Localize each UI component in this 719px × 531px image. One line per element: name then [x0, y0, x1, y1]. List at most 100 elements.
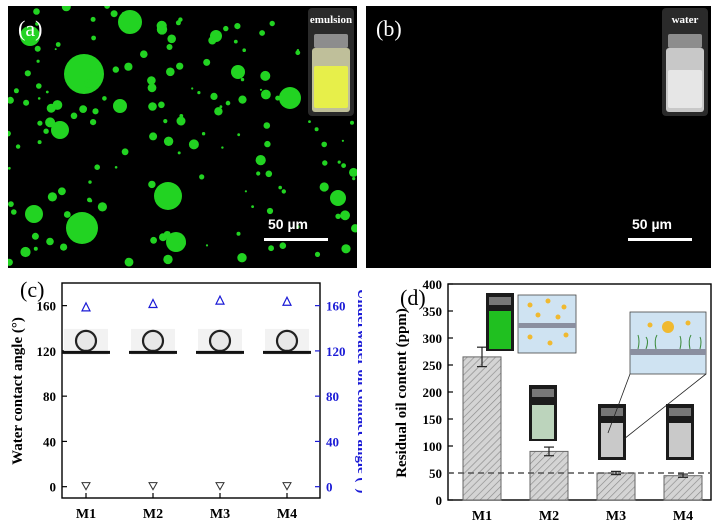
y-tick-label-right: 40: [326, 434, 339, 449]
droplet: [259, 30, 265, 36]
droplet: [321, 141, 328, 148]
droplet: [64, 54, 104, 94]
bar-m2: [529, 450, 569, 501]
droplet: [20, 246, 31, 258]
droplet: [251, 205, 255, 209]
droplet: [259, 88, 263, 91]
droplet: [265, 170, 273, 178]
droplet: [237, 253, 247, 263]
droplet: [175, 20, 181, 26]
substrate: [129, 350, 177, 354]
y-tick-label: 150: [423, 412, 443, 427]
droplet: [341, 139, 344, 142]
droplet: [33, 246, 38, 251]
droplet: [268, 245, 274, 252]
droplet: [231, 65, 245, 79]
droplet: [114, 166, 118, 169]
panel-b-micrograph: (b) water 50 µm: [366, 6, 711, 268]
substrate: [62, 350, 110, 354]
droplet: [20, 26, 40, 46]
droplet: [158, 101, 165, 109]
droplet: [340, 210, 350, 221]
y-tick-label: 200: [423, 385, 443, 400]
droplet: [55, 42, 61, 47]
droplet: [15, 144, 21, 149]
droplet: [147, 76, 156, 85]
droplet: [25, 205, 43, 223]
droplet: [154, 182, 182, 210]
droplet: [188, 139, 199, 150]
plot-frame-c: [61, 282, 321, 499]
droplet: [238, 95, 247, 104]
droplet: [163, 119, 168, 124]
water-droplet: [141, 329, 165, 352]
droplet: [167, 34, 176, 44]
droplet: [210, 92, 218, 100]
droplet: [63, 211, 71, 218]
droplet: [124, 257, 134, 267]
panel-c-chart: (c) 0 0 40 40 80 80 120 120 160 160 M1 M2 M3 M4 Water…: [10, 277, 362, 522]
y-tick-label-left: 120: [37, 344, 57, 359]
droplet: [178, 239, 186, 248]
bar-m4: [663, 475, 703, 501]
y-tick-label: 0: [436, 493, 443, 508]
y-tick-label: 100: [423, 439, 443, 454]
droplet: [31, 232, 39, 240]
droplet: [350, 120, 354, 125]
droplet: [122, 11, 125, 15]
droplet: [43, 128, 49, 134]
droplet: [240, 77, 245, 82]
y-tick-label: 400: [423, 277, 443, 292]
droplet: [269, 20, 275, 27]
droplet: [219, 105, 223, 109]
droplet: [11, 209, 17, 215]
scale-bar-b: [628, 238, 692, 241]
water-droplet: [208, 329, 232, 352]
y-tick-label-left: 40: [43, 434, 56, 449]
vial-inset-m1: [486, 293, 514, 351]
droplet: [34, 45, 41, 52]
droplet: [92, 108, 99, 115]
bar-m1: [462, 356, 502, 501]
droplet: [208, 36, 217, 45]
x-tick-label: M4: [277, 507, 297, 522]
x-tick-label: M2: [539, 509, 559, 524]
y-tick-label-right: 80: [326, 389, 339, 404]
y-tick-label: 250: [423, 358, 443, 373]
panel-a-micrograph: (a) emulsion 50 µm: [8, 6, 357, 268]
water-label: water: [671, 14, 699, 26]
droplet: [61, 6, 71, 12]
droplet: [261, 89, 271, 100]
droplet: [279, 242, 287, 249]
y-axis-label-right: Underwater oil contact angle (°): [354, 289, 362, 494]
x-tick-label: M1: [76, 507, 96, 522]
droplet: [148, 180, 156, 189]
droplet: [23, 99, 30, 106]
y-tick-label-right: 0: [326, 480, 333, 495]
droplet: [159, 233, 167, 242]
y-axis-label-left: Water contact angle (°): [10, 317, 26, 465]
droplet: [90, 119, 97, 126]
droplet: [244, 190, 247, 193]
droplet: [8, 130, 11, 137]
droplet: [35, 22, 39, 26]
vial-inset-m4: [666, 404, 694, 460]
membrane-schematic-m1: [517, 294, 577, 354]
droplet: [112, 66, 120, 73]
droplet: [178, 118, 185, 126]
water-contact-angle-point: [215, 482, 225, 491]
droplet: [330, 190, 346, 206]
droplet: [88, 180, 92, 184]
droplet: [225, 100, 231, 106]
water-vial-inset: water: [662, 8, 708, 116]
droplet: [113, 99, 127, 113]
droplet: [8, 96, 14, 104]
droplet: [205, 244, 209, 247]
droplet: [90, 16, 96, 22]
droplet: [60, 243, 68, 251]
droplet: [242, 48, 246, 52]
droplet: [352, 177, 356, 181]
y-axis-label-d: Residual oil content (ppm): [394, 308, 410, 478]
droplet: [237, 133, 241, 137]
droplet: [322, 160, 328, 166]
